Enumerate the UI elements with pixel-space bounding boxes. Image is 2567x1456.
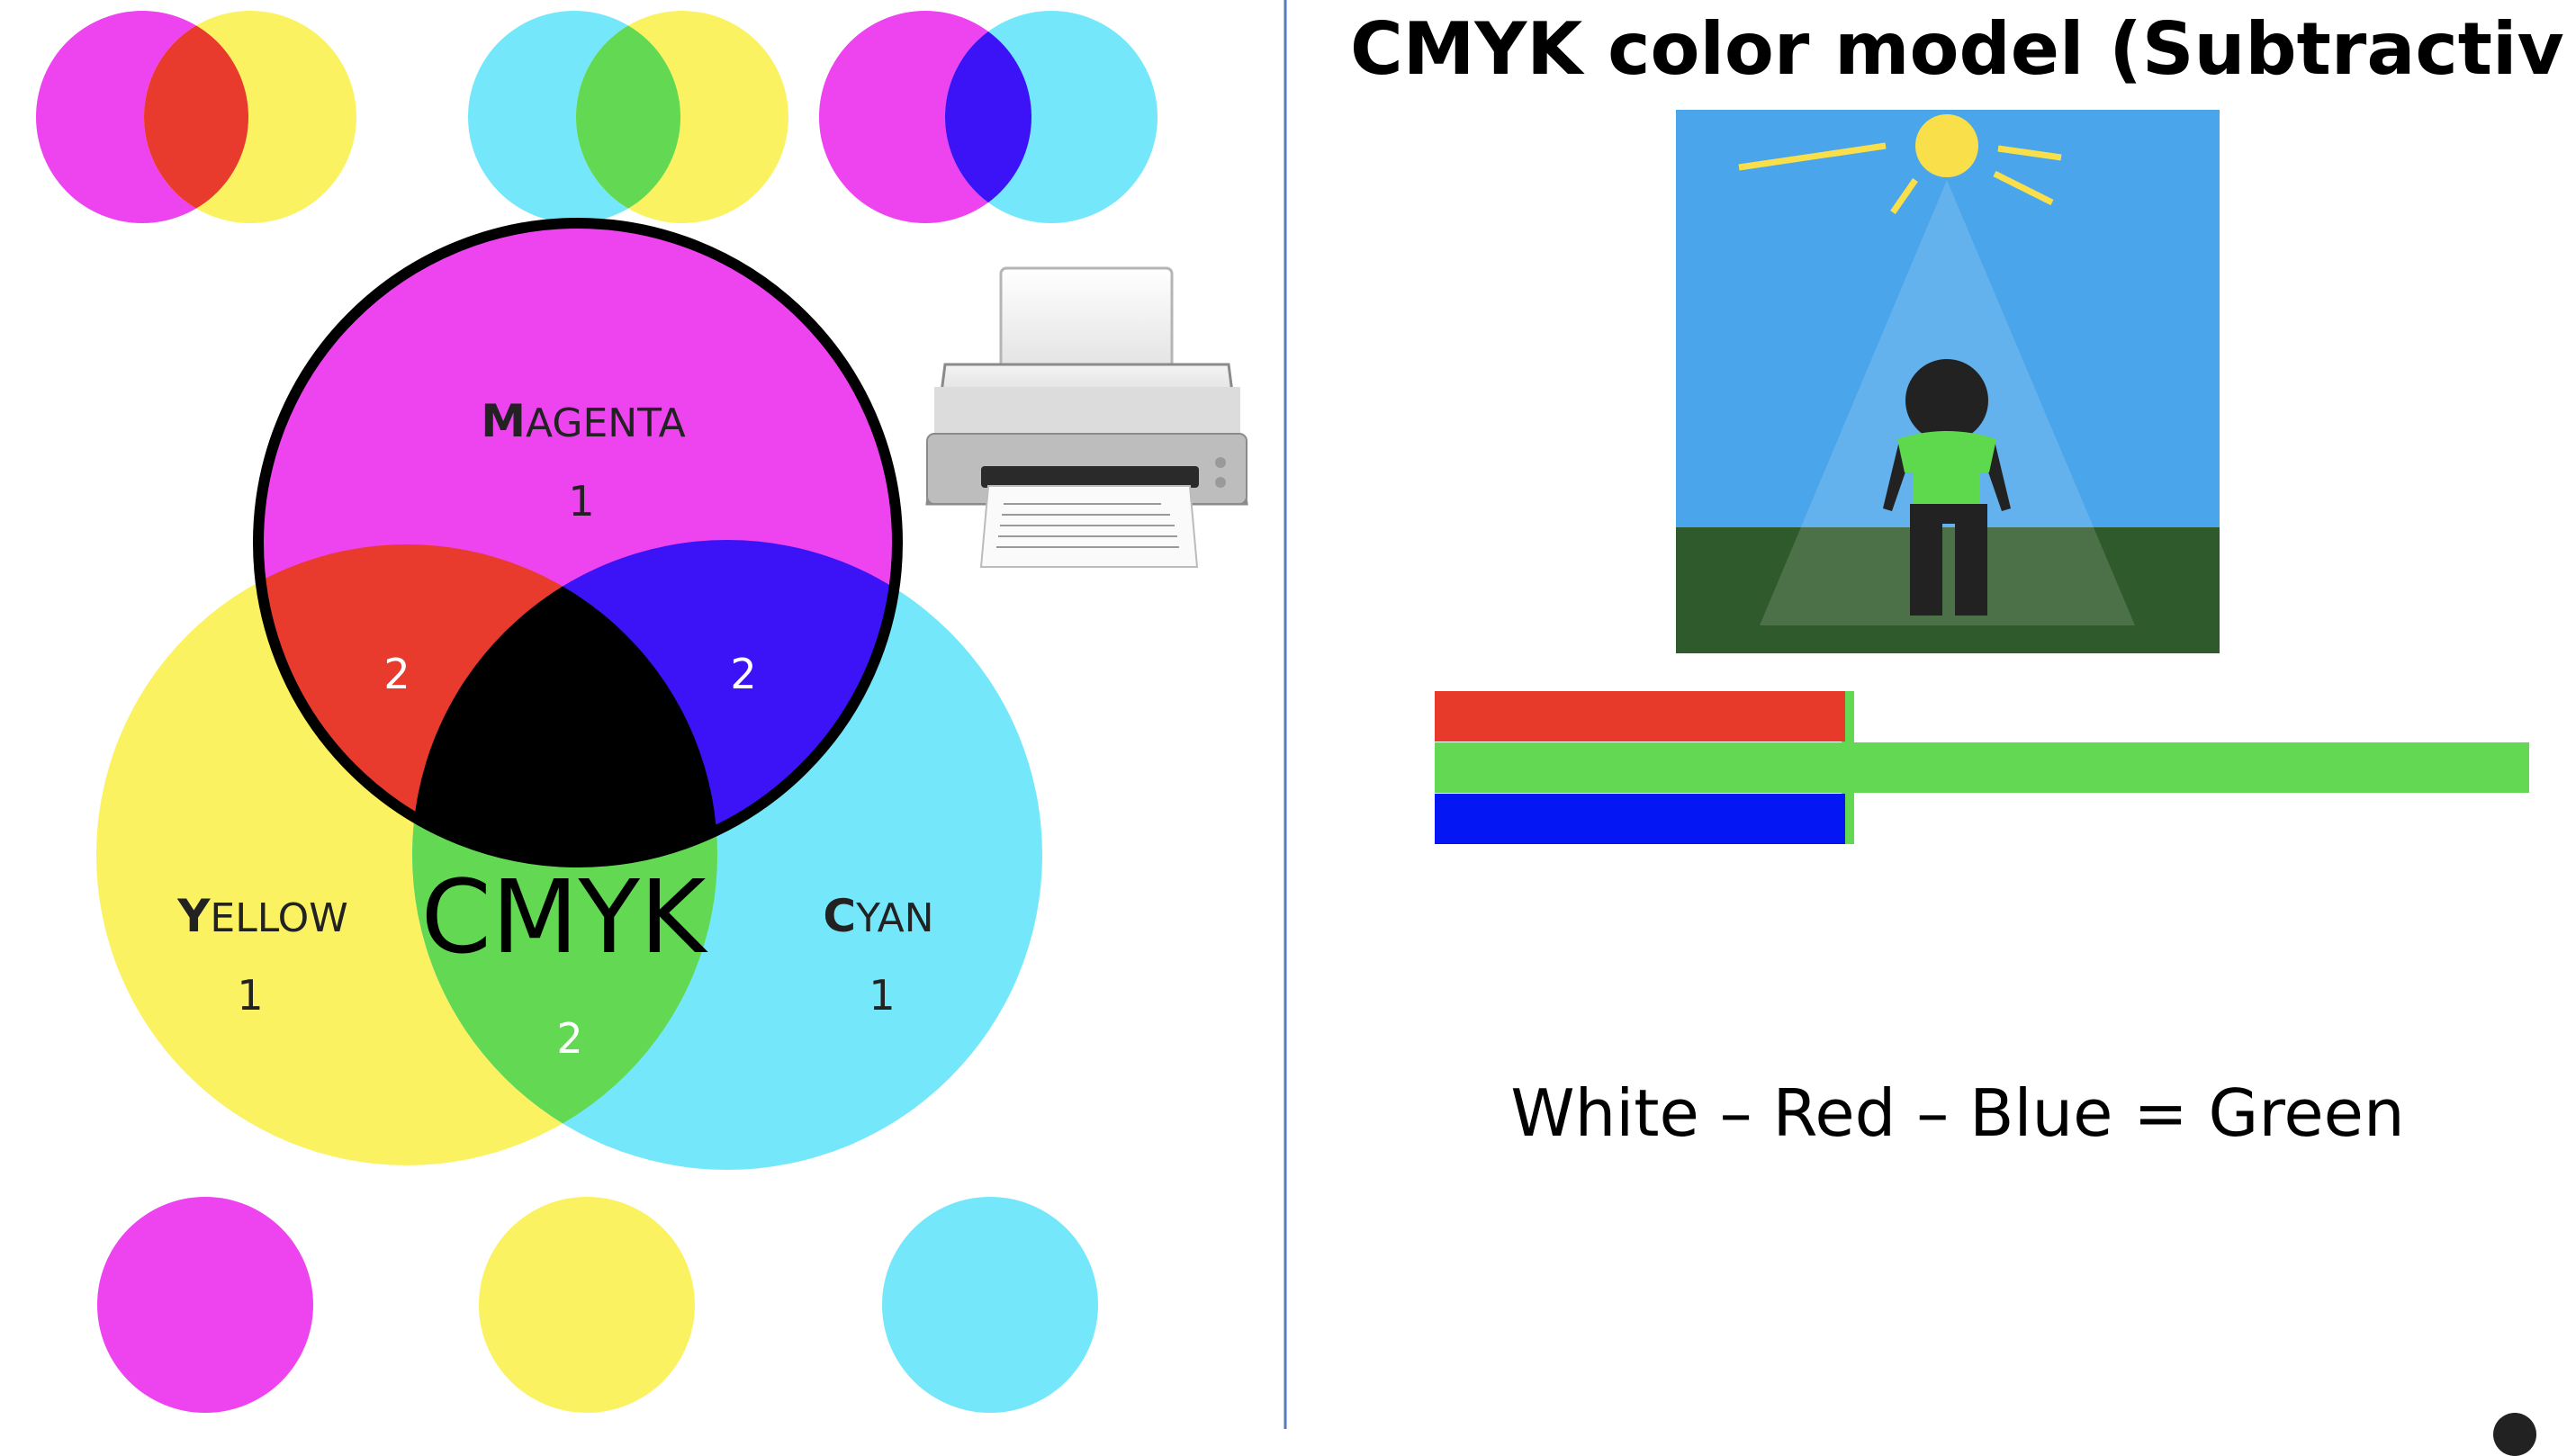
- cyan-label-rest: YAN: [855, 895, 933, 941]
- blue-light-bar: [1435, 794, 1845, 844]
- yellow-circle-bottom: [479, 1197, 695, 1413]
- printer-icon: [925, 266, 1248, 568]
- magenta-label-rest: AGENTA: [526, 400, 686, 446]
- blue-overlap-count: 2: [730, 650, 756, 698]
- yellow-label: YELLOW: [176, 890, 348, 942]
- cyan-label-initial: C: [823, 890, 856, 942]
- pair-magenta-yellow: [36, 11, 356, 223]
- corner-control: [2493, 1413, 2536, 1456]
- cyan-circle-bottom: [882, 1197, 1098, 1413]
- sun-icon: [1738, 114, 2062, 214]
- black-overlap: [412, 544, 717, 862]
- blue-overlap-small: [945, 11, 1031, 223]
- yellow-count: 1: [237, 971, 263, 1020]
- magenta-circle-bottom: [97, 1197, 313, 1413]
- cmyk-venn-diagram: MAGENTA 1 YELLOW 1 CYAN 1 2 2 2 CMYK: [96, 218, 1042, 1170]
- ground: [1676, 527, 2220, 653]
- green-light-bar: [1435, 742, 2529, 793]
- yellow-label-rest: ELLOW: [210, 895, 347, 941]
- red-overlap-small: [144, 11, 248, 223]
- green-overlap-count: 2: [556, 1014, 582, 1063]
- magenta-circle-outline: [253, 218, 903, 867]
- pair-magenta-cyan: [819, 11, 1157, 223]
- yellow-label-initial: Y: [176, 890, 211, 942]
- subtraction-equation: White – Red – Blue = Green: [1510, 1075, 2405, 1151]
- sunlight-scene: [1676, 110, 2220, 653]
- pair-cyan-yellow: [468, 11, 788, 223]
- cyan-count: 1: [869, 971, 895, 1020]
- slide-title: CMYK color model (Subtractive): [1350, 7, 2567, 91]
- red-light-bar: [1435, 691, 1845, 741]
- magenta-label-initial: M: [481, 395, 526, 447]
- printed-page-lines: [996, 503, 1179, 548]
- cyan-label: CYAN: [823, 890, 933, 942]
- person-icon: [1883, 359, 2011, 616]
- light-bars: [1435, 691, 2529, 844]
- magenta-count: 1: [568, 477, 594, 526]
- cmyk-center-label: CMYK: [421, 859, 708, 976]
- green-overlap-small: [576, 11, 680, 223]
- magenta-label: MAGENTA: [481, 395, 685, 447]
- red-overlap-count: 2: [383, 650, 410, 698]
